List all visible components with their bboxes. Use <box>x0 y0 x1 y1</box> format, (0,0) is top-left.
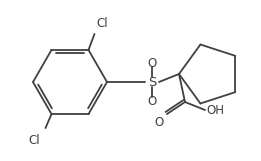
Text: S: S <box>148 76 156 89</box>
Text: O: O <box>147 57 157 70</box>
Text: Cl: Cl <box>97 17 108 30</box>
Text: O: O <box>155 116 164 129</box>
Text: O: O <box>147 95 157 108</box>
Text: OH: OH <box>206 104 224 117</box>
Text: Cl: Cl <box>28 134 39 147</box>
